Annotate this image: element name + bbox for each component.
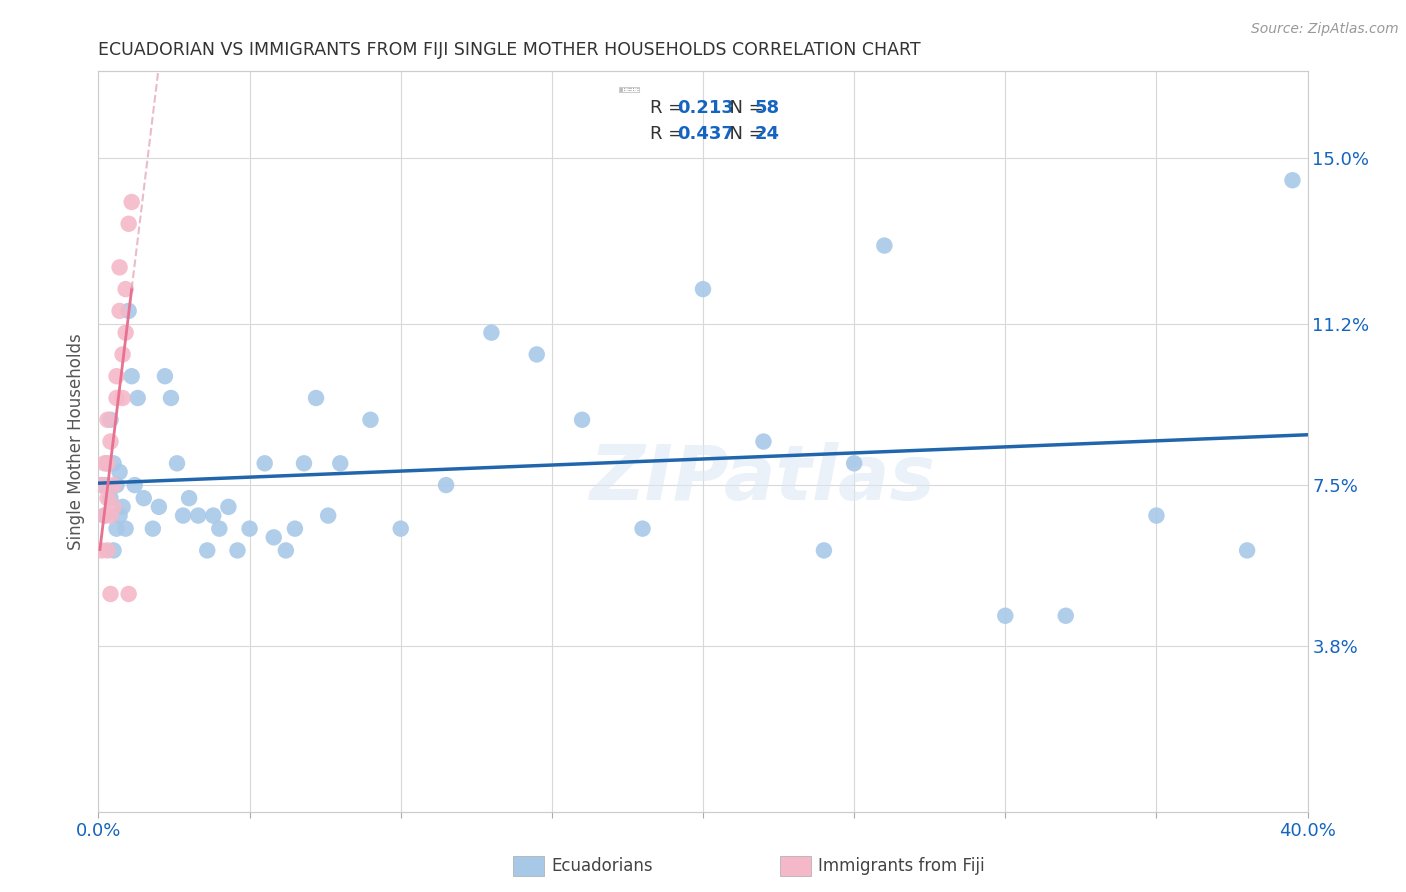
Point xyxy=(1144,508,1167,523)
Point xyxy=(284,522,307,536)
Point xyxy=(994,608,1017,623)
Point xyxy=(114,326,136,340)
Point xyxy=(96,491,118,505)
Point xyxy=(105,369,128,384)
Point xyxy=(1281,173,1303,187)
Point xyxy=(292,456,315,470)
Text: 0.213: 0.213 xyxy=(678,99,734,117)
Point xyxy=(93,508,115,523)
Point xyxy=(526,347,548,361)
Y-axis label: Single Mother Households: Single Mother Households xyxy=(66,334,84,549)
Point xyxy=(1054,608,1077,623)
Point xyxy=(105,522,128,536)
Text: N =: N = xyxy=(717,126,769,144)
Text: 58: 58 xyxy=(755,99,780,117)
Point xyxy=(90,478,112,492)
Point xyxy=(111,391,134,405)
Point xyxy=(111,347,134,361)
Point xyxy=(253,456,276,470)
Point xyxy=(96,456,118,470)
Point xyxy=(132,491,155,505)
Point xyxy=(172,508,194,523)
Point xyxy=(813,543,835,558)
Point xyxy=(166,456,188,470)
Point xyxy=(389,522,412,536)
Point xyxy=(118,304,141,318)
Text: Source: ZipAtlas.com: Source: ZipAtlas.com xyxy=(1251,22,1399,37)
Point xyxy=(434,478,457,492)
Point xyxy=(1236,543,1258,558)
Point xyxy=(96,413,118,427)
Point xyxy=(108,465,131,479)
Point xyxy=(96,543,118,558)
Point xyxy=(90,478,112,492)
Point xyxy=(105,391,128,405)
Point xyxy=(752,434,775,449)
Point xyxy=(108,304,131,318)
Point xyxy=(274,543,297,558)
Point xyxy=(93,456,115,470)
Point xyxy=(103,478,125,492)
Text: R =: R = xyxy=(650,99,689,117)
Point xyxy=(329,456,352,470)
Point xyxy=(148,500,170,514)
Point xyxy=(263,530,285,544)
Point xyxy=(481,326,503,340)
Point xyxy=(100,434,122,449)
Text: 0.437: 0.437 xyxy=(678,126,734,144)
Point xyxy=(100,587,122,601)
Point xyxy=(360,413,382,427)
Point xyxy=(108,260,131,275)
Text: ECUADORIAN VS IMMIGRANTS FROM FIJI SINGLE MOTHER HOUSEHOLDS CORRELATION CHART: ECUADORIAN VS IMMIGRANTS FROM FIJI SINGL… xyxy=(98,41,921,59)
Point xyxy=(111,500,134,514)
Text: Immigrants from Fiji: Immigrants from Fiji xyxy=(818,857,986,875)
Point xyxy=(108,508,131,523)
Point xyxy=(118,587,141,601)
Point xyxy=(118,217,141,231)
Point xyxy=(93,508,115,523)
Point xyxy=(844,456,866,470)
Point xyxy=(873,238,896,252)
Point xyxy=(96,456,118,470)
Point xyxy=(226,543,249,558)
Point xyxy=(100,508,122,523)
Point xyxy=(124,478,146,492)
Legend:   R =  0.213   N =  58,   R =  0.437   N =  24: R = 0.213 N = 58, R = 0.437 N = 24 xyxy=(619,87,638,92)
Point xyxy=(127,391,149,405)
Text: Ecuadorians: Ecuadorians xyxy=(551,857,652,875)
Point xyxy=(153,369,176,384)
Point xyxy=(202,508,225,523)
Point xyxy=(305,391,328,405)
Point xyxy=(103,543,125,558)
Point xyxy=(692,282,714,296)
Point xyxy=(114,522,136,536)
Text: N =: N = xyxy=(717,99,769,117)
Point xyxy=(103,500,125,514)
Point xyxy=(187,508,209,523)
Point xyxy=(103,456,125,470)
Text: 24: 24 xyxy=(755,126,780,144)
Point xyxy=(208,522,231,536)
Point xyxy=(114,282,136,296)
Point xyxy=(93,478,115,492)
Point xyxy=(100,413,122,427)
Text: R =: R = xyxy=(650,126,689,144)
Point xyxy=(631,522,654,536)
Point xyxy=(217,500,239,514)
Point xyxy=(239,522,262,536)
Point xyxy=(195,543,218,558)
Point xyxy=(142,522,165,536)
Point xyxy=(160,391,183,405)
Point xyxy=(121,194,143,209)
Point xyxy=(316,508,339,523)
Text: ZIPatlas: ZIPatlas xyxy=(591,442,936,516)
Point xyxy=(105,478,128,492)
Point xyxy=(121,369,143,384)
Point xyxy=(571,413,593,427)
Point xyxy=(100,491,122,505)
Point xyxy=(179,491,201,505)
Point xyxy=(90,543,112,558)
